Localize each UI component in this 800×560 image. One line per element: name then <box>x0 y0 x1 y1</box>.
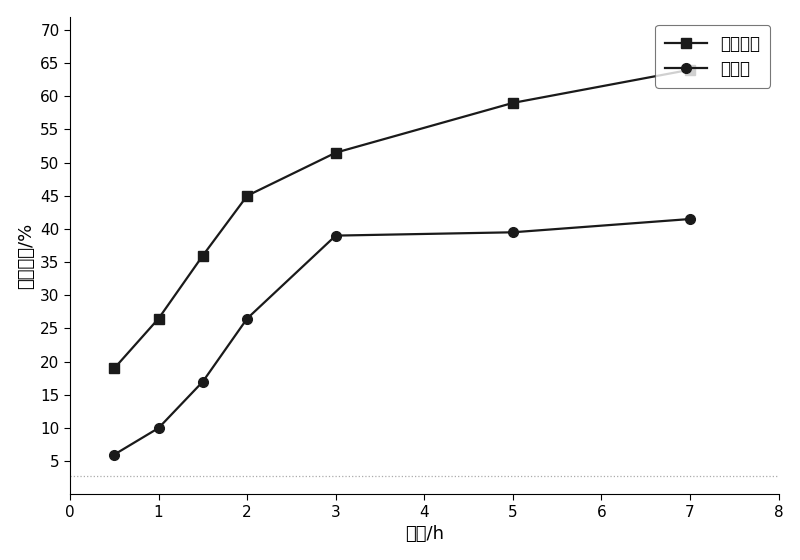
Legend: 固定化酶, 游离酶: 固定化酶, 游离酶 <box>655 25 770 88</box>
X-axis label: 时间/h: 时间/h <box>405 525 444 543</box>
Y-axis label: 转酵化率/%: 转酵化率/% <box>17 222 34 288</box>
